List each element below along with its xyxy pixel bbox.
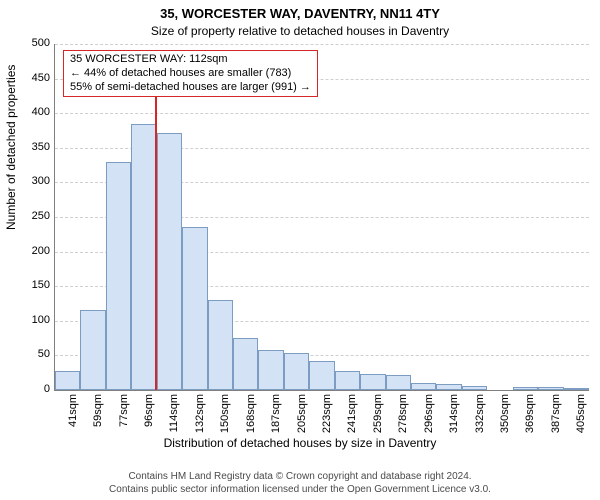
histogram-bar: [233, 338, 258, 390]
histogram-bar: [106, 162, 131, 390]
attribution: Contains HM Land Registry data © Crown c…: [0, 471, 600, 496]
x-tick-label: 59sqm: [92, 394, 104, 434]
x-tick-label: 77sqm: [118, 394, 130, 434]
x-tick-label: 187sqm: [270, 394, 282, 434]
x-tick-label: 168sqm: [245, 394, 257, 434]
x-tick-label: 296sqm: [423, 394, 435, 434]
histogram-bar: [182, 227, 207, 390]
x-tick-label: 369sqm: [524, 394, 536, 434]
attribution-line-2: Contains public sector information licen…: [0, 484, 600, 497]
x-tick-label: 41sqm: [67, 394, 79, 434]
chart-title: 35, WORCESTER WAY, DAVENTRY, NN11 4TY: [0, 6, 600, 21]
x-tick-label: 278sqm: [397, 394, 409, 434]
histogram-bar: [131, 124, 156, 390]
y-tick-label: 100: [10, 314, 50, 326]
annotation-box: 35 WORCESTER WAY: 112sqm ← 44% of detach…: [63, 50, 318, 97]
chart-container: 35, WORCESTER WAY, DAVENTRY, NN11 4TY Si…: [0, 0, 600, 500]
attribution-line-1: Contains HM Land Registry data © Crown c…: [0, 471, 600, 484]
histogram-bar: [564, 388, 589, 390]
histogram-bar: [157, 133, 182, 390]
annotation-line-1: 35 WORCESTER WAY: 112sqm: [70, 53, 311, 67]
x-tick-label: 314sqm: [448, 394, 460, 434]
x-tick-label: 259sqm: [372, 394, 384, 434]
x-tick-label: 114sqm: [168, 394, 180, 434]
y-tick-label: 400: [10, 106, 50, 118]
y-tick-label: 500: [10, 37, 50, 49]
plot-area: 35 WORCESTER WAY: 112sqm ← 44% of detach…: [54, 44, 589, 391]
x-tick-label: 241sqm: [346, 394, 358, 434]
histogram-bar: [411, 383, 436, 390]
x-tick-label: 150sqm: [219, 394, 231, 434]
y-tick-label: 50: [10, 348, 50, 360]
histogram-bar: [80, 310, 105, 390]
annotation-line-3: 55% of semi-detached houses are larger (…: [70, 81, 311, 95]
gridline: [55, 113, 589, 114]
x-tick-label: 96sqm: [143, 394, 155, 434]
histogram-bar: [360, 374, 385, 390]
histogram-bar: [258, 350, 283, 390]
y-tick-label: 450: [10, 72, 50, 84]
histogram-bar: [386, 375, 411, 390]
histogram-bar: [538, 387, 563, 390]
x-axis-label: Distribution of detached houses by size …: [0, 436, 600, 450]
histogram-bar: [436, 384, 461, 390]
y-tick-label: 200: [10, 245, 50, 257]
y-tick-label: 350: [10, 141, 50, 153]
chart-subtitle: Size of property relative to detached ho…: [0, 24, 600, 38]
y-tick-label: 300: [10, 175, 50, 187]
y-tick-label: 250: [10, 210, 50, 222]
x-tick-label: 387sqm: [550, 394, 562, 434]
histogram-bar: [284, 353, 309, 390]
histogram-bar: [309, 361, 334, 390]
histogram-bar: [208, 300, 233, 390]
annotation-line-2: ← 44% of detached houses are smaller (78…: [70, 67, 311, 81]
marker-line: [155, 97, 157, 390]
x-tick-label: 132sqm: [194, 394, 206, 434]
x-tick-label: 205sqm: [296, 394, 308, 434]
x-tick-label: 405sqm: [575, 394, 587, 434]
x-tick-label: 332sqm: [474, 394, 486, 434]
histogram-bar: [55, 371, 80, 390]
gridline: [55, 44, 589, 45]
histogram-bar: [462, 386, 487, 390]
histogram-bar: [335, 371, 360, 390]
x-tick-label: 223sqm: [321, 394, 333, 434]
x-tick-label: 350sqm: [499, 394, 511, 434]
histogram-bar: [513, 387, 538, 390]
y-tick-label: 150: [10, 279, 50, 291]
y-tick-label: 0: [10, 383, 50, 395]
